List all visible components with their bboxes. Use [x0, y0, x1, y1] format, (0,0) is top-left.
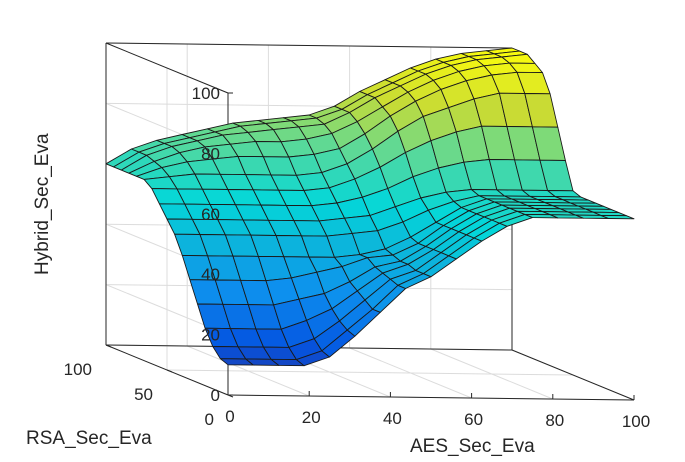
z-tick-label: 80	[201, 144, 220, 163]
y-axis-label: RSA_Sec_Eva	[26, 428, 152, 449]
z-axis-label: Hybrid_Sec_Eva	[32, 133, 53, 275]
tick-mark	[227, 394, 234, 398]
frame-edge	[105, 42, 513, 49]
z-tick-label: 40	[201, 265, 220, 284]
tick-mark	[166, 369, 173, 373]
z-tick-label: 20	[201, 326, 220, 345]
y-tick-label: 50	[134, 385, 153, 404]
surface-face	[600, 214, 635, 220]
frame-edge	[105, 42, 229, 94]
x-tick-label: 0	[225, 407, 234, 426]
surface-mesh	[105, 47, 635, 367]
frame-edge	[511, 349, 635, 401]
y-tick-label: 0	[205, 410, 214, 429]
x-tick-label: 20	[302, 408, 321, 427]
x-axis-label: AES_Sec_Eva	[410, 436, 535, 457]
z-tick-label: 100	[192, 84, 220, 103]
tick-labels: 0 20 40 60 80 100 0 20 40 60 80 100 0 50 100	[64, 84, 651, 431]
x-tick-label: 40	[383, 409, 402, 428]
grid-line	[166, 369, 574, 376]
x-tick-label: 100	[622, 412, 650, 431]
x-tick-label: 60	[464, 410, 483, 429]
x-tick-label: 80	[545, 411, 564, 430]
z-tick-label: 0	[211, 386, 220, 405]
frame-edge	[227, 394, 635, 401]
y-tick-label: 100	[64, 360, 92, 379]
z-tick-label: 60	[201, 205, 220, 224]
tick-mark	[105, 344, 112, 348]
